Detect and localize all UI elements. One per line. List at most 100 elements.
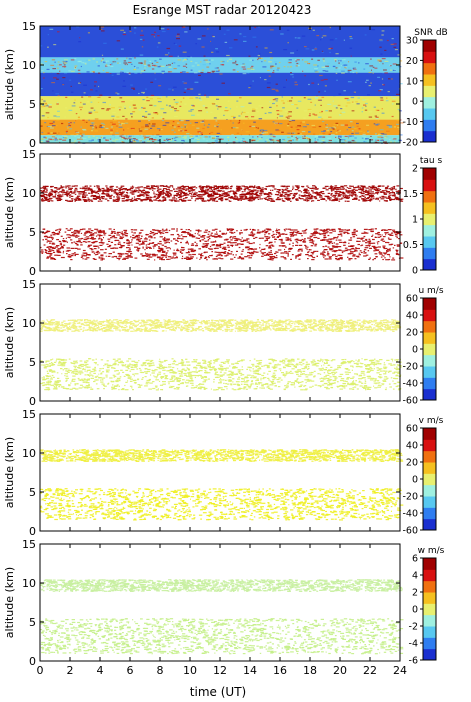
data-speck — [84, 258, 88, 260]
data-speck — [391, 115, 394, 118]
data-speck — [246, 238, 250, 240]
data-speck — [261, 237, 264, 239]
data-speck — [292, 187, 295, 189]
data-speck — [268, 236, 271, 238]
data-speck — [94, 130, 98, 132]
data-speck — [123, 257, 127, 259]
data-speck — [387, 91, 390, 93]
data-speck — [81, 137, 84, 139]
data-speck — [58, 231, 60, 233]
data-speck — [145, 253, 148, 255]
data-speck — [180, 101, 182, 103]
data-speck — [351, 130, 354, 132]
data-speck — [179, 251, 182, 253]
data-speck — [179, 251, 182, 253]
data-speck — [328, 258, 332, 260]
data-speck — [249, 192, 251, 194]
data-speck — [218, 194, 222, 196]
data-speck — [364, 232, 369, 234]
data-speck — [108, 240, 111, 242]
data-speck — [382, 72, 384, 74]
data-speck — [170, 200, 173, 202]
data-speck — [233, 198, 235, 200]
data-speck — [214, 233, 218, 235]
data-speck — [248, 242, 253, 245]
data-speck — [383, 133, 387, 135]
data-speck — [229, 191, 231, 193]
data-speck — [355, 132, 359, 134]
data-speck — [357, 186, 360, 188]
data-speck — [118, 325, 120, 327]
data-speck — [77, 197, 81, 200]
data-speck — [389, 65, 392, 67]
data-speck — [83, 92, 86, 94]
data-speck — [373, 250, 376, 252]
data-speck — [295, 244, 299, 246]
data-speck — [230, 258, 234, 260]
data-speck — [74, 67, 77, 69]
data-speck — [166, 64, 168, 66]
data-speck — [156, 134, 160, 136]
colorbar-tick-label: 0 — [412, 266, 418, 277]
data-speck — [191, 188, 194, 190]
data-speck — [101, 258, 105, 260]
data-speck — [210, 136, 214, 138]
data-speck — [379, 137, 384, 139]
data-speck — [289, 62, 292, 64]
data-speck — [119, 236, 122, 238]
data-speck — [113, 136, 116, 138]
data-speck — [104, 193, 108, 195]
data-speck — [207, 195, 210, 197]
data-speck — [262, 187, 264, 189]
data-speck — [67, 187, 70, 189]
data-speck — [324, 258, 329, 260]
data-speck — [388, 242, 390, 244]
data-speck — [171, 138, 173, 140]
data-speck — [96, 96, 101, 98]
data-speck — [56, 140, 58, 142]
data-speck — [98, 126, 102, 128]
data-speck — [116, 116, 120, 118]
data-speck — [217, 123, 219, 125]
data-speck — [167, 139, 169, 141]
data-speck — [329, 257, 331, 259]
data-speck — [396, 232, 400, 234]
data-speck — [72, 327, 75, 329]
data-speck — [56, 73, 60, 75]
data-speck — [126, 191, 128, 194]
data-speck — [240, 106, 245, 108]
data-speck — [70, 326, 75, 329]
data-speck — [301, 235, 303, 237]
data-speck — [282, 107, 285, 109]
data-speck — [157, 186, 159, 189]
colorbar-swatch — [423, 96, 436, 109]
data-speck — [127, 127, 129, 129]
data-speck — [348, 135, 352, 137]
data-speck — [351, 247, 354, 249]
data-speck — [171, 228, 175, 230]
data-speck — [207, 255, 209, 258]
data-speck — [371, 29, 376, 31]
data-speck — [76, 243, 79, 245]
data-speck — [97, 252, 101, 254]
data-speck — [373, 258, 376, 260]
data-speck — [105, 127, 109, 129]
data-speck — [262, 132, 266, 134]
data-speck — [216, 136, 220, 138]
data-speck — [287, 140, 289, 142]
data-speck — [157, 231, 161, 233]
data-speck — [148, 187, 152, 189]
data-speck — [189, 88, 194, 90]
data-speck — [89, 185, 92, 187]
data-speck — [125, 122, 128, 124]
data-speck — [174, 139, 177, 142]
data-speck — [162, 124, 167, 126]
data-speck — [276, 90, 279, 92]
data-speck — [384, 135, 388, 137]
data-speck — [46, 189, 48, 191]
data-speck — [324, 85, 327, 87]
data-speck — [249, 228, 252, 230]
data-speck — [142, 92, 145, 94]
data-speck — [74, 200, 76, 202]
data-speck — [334, 59, 337, 61]
